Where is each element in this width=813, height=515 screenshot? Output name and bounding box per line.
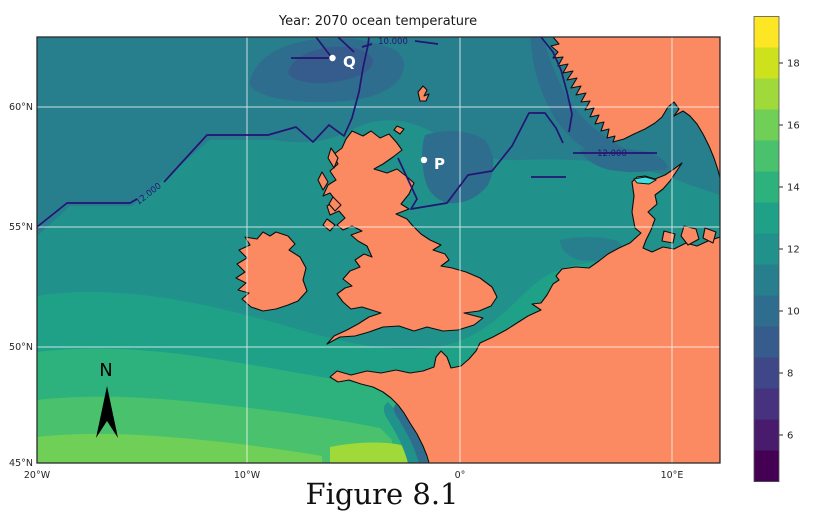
figure-caption: Figure 8.1 (305, 477, 458, 511)
colorbar-band (754, 47, 779, 79)
contour-12-west-b (163, 37, 370, 183)
point-q-dot (329, 54, 336, 62)
map-frame (36, 36, 721, 464)
contour-label-12-norway: 12.000 (597, 149, 627, 159)
lon-label-0: 0° (455, 470, 466, 481)
land-orkney (393, 125, 405, 135)
lake-limfjord (633, 176, 658, 185)
colorbar-tick-label: 10 (787, 307, 800, 318)
land-shetland (417, 85, 430, 102)
lon-label-10w: 10°W (234, 470, 261, 481)
colorbar-band (754, 78, 779, 110)
contour-10-q-c (337, 37, 355, 53)
colorbar-tick-label: 16 (787, 121, 800, 132)
contour-12-west (37, 198, 138, 228)
lat-label-60n: 60°N (9, 102, 33, 113)
colorbar-band (754, 140, 779, 172)
land-hebrides-1 (327, 147, 339, 169)
colorbar-band (754, 109, 779, 141)
ocean-band-17 (37, 433, 322, 463)
land-hebrides-2 (317, 171, 329, 191)
lat-label-50n: 50°N (9, 342, 33, 353)
contour-12-north-sea (397, 112, 564, 210)
ocean-patch-q-core (288, 46, 373, 84)
colorbar-band (754, 450, 779, 482)
contour-10-q-d (361, 43, 373, 48)
colorbar-tick-label: 8 (787, 369, 793, 380)
colorbar-band (754, 171, 779, 203)
lon-label-10e: 10°E (661, 470, 684, 481)
colorbar-frame (753, 16, 780, 482)
point-p-label: P (434, 155, 445, 173)
ocean-strip-biscay-2 (393, 404, 428, 463)
land-zealand (680, 225, 700, 246)
colorbar-band (754, 233, 779, 265)
axis-labels: 60°N 55°N 50°N 45°N 20°W 10°W 0° 10°E (9, 102, 683, 481)
land-hebrides-3 (328, 196, 342, 212)
ocean-patch-north-sea (422, 131, 494, 204)
ocean-patch-skagerrak (580, 147, 668, 173)
graticule (37, 37, 720, 463)
colorbar-band (754, 295, 779, 327)
contour-12-trench (540, 37, 573, 133)
colorbar-band (754, 388, 779, 420)
north-arrow-icon (96, 386, 118, 438)
land-group (235, 37, 720, 463)
point-p-dot (420, 156, 428, 164)
ocean-patch-norway-trench (530, 37, 668, 171)
colorbar-tick-label: 18 (787, 59, 800, 70)
lat-label-55n: 55°N (9, 222, 33, 233)
colorbar-band (754, 419, 779, 451)
colorbar-band (754, 264, 779, 296)
contour-10-q-b (315, 37, 333, 59)
land-island-east (702, 227, 717, 244)
colorbar-band (754, 326, 779, 358)
colorbar: 18 16 14 12 10 8 6 (754, 16, 800, 482)
land-hebrides-4 (322, 218, 336, 232)
contour-lines (37, 37, 657, 228)
land-great-britain (322, 130, 498, 345)
lat-label-45n: 45°N (9, 458, 33, 469)
colorbar-tick-label: 14 (787, 183, 800, 194)
lon-label-20w: 20°W (24, 470, 51, 481)
colorbar-tick-label: 6 (787, 431, 793, 442)
figure-title: Year: 2070 ocean temperature (278, 14, 477, 29)
contour-10-q-e (414, 40, 439, 45)
colorbar-band (754, 16, 779, 48)
ocean-patch-biscay-warm (330, 442, 419, 463)
map-area: 12.000 12.000 10.000 Q P N (37, 37, 720, 463)
north-arrow-label: N (99, 360, 112, 381)
contour-label-10-top: 10.000 (378, 37, 408, 47)
colorbar-tick-label: 12 (787, 245, 800, 256)
colorbar-band (754, 202, 779, 234)
colorbar-band (754, 357, 779, 389)
point-q-label: Q (343, 53, 356, 71)
